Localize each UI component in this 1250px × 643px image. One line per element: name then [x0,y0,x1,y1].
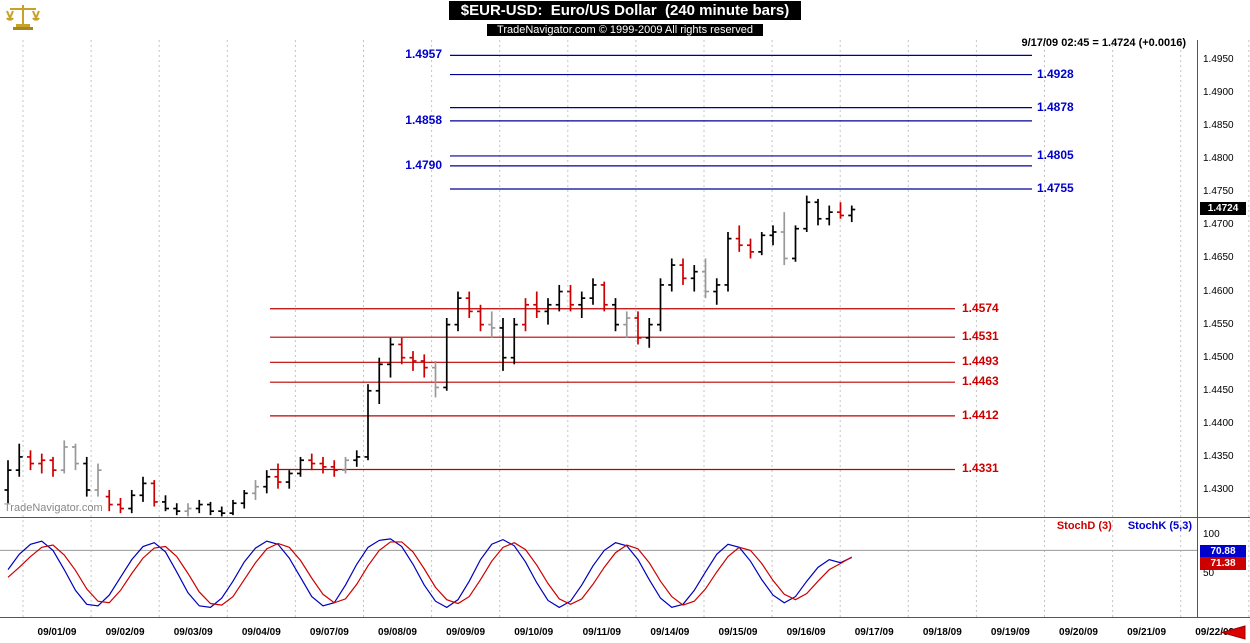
support-label: 1.4331 [962,461,999,476]
date-label: 09/09/09 [446,627,486,638]
stochk-line [7,538,853,609]
price-axis-label: 1.4650 [1203,252,1234,264]
price-axis-label: 1.4450 [1203,384,1234,396]
last-quote-readout: 9/17/09 02:45 = 1.4724 (+0.0016) [1021,37,1186,49]
resistance-label: 1.4805 [1037,147,1074,162]
price-axis-label: 1.4600 [1203,285,1234,297]
date-label: 09/03/09 [173,627,213,638]
date-label: 09/01/09 [37,627,77,638]
resistance-label: 1.4790 [405,157,442,172]
chart-title: $EUR-USD: Euro/US Dollar (240 minute bar… [448,1,802,20]
stochk-legend-label: StochK (5,3) [1127,520,1192,532]
date-label: 09/08/09 [378,627,417,638]
chart-header: $EUR-USD: Euro/US Dollar (240 minute bar… [0,1,1250,38]
date-label: 09/22/09 [1195,627,1235,638]
price-axis-label: 1.4700 [1203,219,1234,231]
date-label: 09/19/09 [990,627,1030,638]
support-label: 1.4412 [962,407,999,422]
stochd-value-badge: 71.38 [1200,557,1246,570]
stochk-value-badge: 70.88 [1200,545,1246,558]
date-label: 09/16/09 [786,627,826,638]
price-axis-label: 1.4900 [1203,87,1234,99]
stoch-legend: StochD (3) StochK (5,3) [1057,520,1192,532]
price-axis-label: 1.4850 [1203,120,1234,132]
stoch-axis-label: 100 [1203,529,1220,540]
price-axis-label: 1.4500 [1203,351,1234,363]
stoch-axis-label: 50 [1203,567,1215,579]
support-label: 1.4531 [962,329,999,344]
price-axis-label: 1.4950 [1203,54,1234,65]
date-label: 09/07/09 [309,627,349,638]
price-axis-label: 1.4350 [1203,450,1234,462]
resistance-label: 1.4928 [1037,66,1074,81]
scroll-left-arrow-icon [1220,625,1246,640]
date-label: 09/04/09 [241,627,281,638]
resistance-label: 1.4878 [1037,99,1074,114]
price-axis-label: 1.4750 [1203,186,1234,198]
date-label: 09/17/09 [854,627,894,638]
stochd-line [7,541,853,606]
date-label: 09/14/09 [650,627,690,638]
stochd-legend-label: StochD (3) [1056,520,1112,532]
logo-scales-icon [6,2,40,37]
date-label: 09/02/09 [105,627,145,638]
scroll-left-button[interactable] [1214,624,1248,641]
date-label: 09/11/09 [582,627,621,638]
date-label: 09/18/09 [922,627,962,638]
support-label: 1.4463 [962,374,999,389]
resistance-label: 1.4755 [1037,181,1074,195]
date-label: 09/15/09 [718,627,758,638]
support-label: 1.4493 [962,354,999,369]
date-label: 09/20/09 [1059,627,1098,638]
support-label: 1.4574 [962,300,999,315]
last-price-badge: 1.4724 [1200,202,1246,215]
date-label: 09/21/09 [1127,627,1167,638]
chart-subtitle: TradeNavigator.com © 1999-2009 All right… [487,24,763,36]
price-axis-label: 1.4550 [1203,318,1234,330]
price-axis-label: 1.4300 [1203,484,1234,495]
price-axis-label: 1.4800 [1203,153,1234,165]
watermark: TradeNavigator.com [4,502,103,514]
resistance-label: 1.4957 [405,47,442,62]
price-axis-label: 1.4400 [1203,417,1234,429]
resistance-label: 1.4858 [405,112,442,127]
date-label: 09/10/09 [514,627,554,638]
